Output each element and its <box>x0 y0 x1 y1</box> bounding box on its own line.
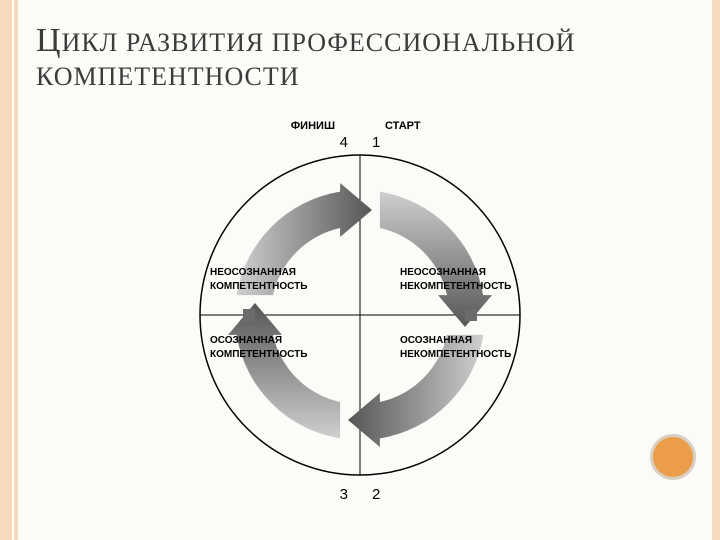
num-3: 3 <box>340 486 348 503</box>
title-line1-rest: ИКЛ РАЗВИТИЯ ПРОФЕССИОНАЛЬНОЙ <box>62 28 576 57</box>
q3-line1: ОСОЗНАННАЯ <box>210 335 282 346</box>
slide-title: ЦИКЛ РАЗВИТИЯ ПРОФЕССИОНАЛЬНОЙ КОМПЕТЕНТ… <box>36 22 575 92</box>
cycle-arrow-right <box>380 192 492 327</box>
q4-line2: КОМПЕТЕНТНОСТЬ <box>210 281 307 292</box>
q2-line2: НЕКОМПЕТЕНТНОСТЬ <box>400 349 511 360</box>
num-2: 2 <box>372 486 380 503</box>
slide-border-right <box>712 0 720 540</box>
slide-border-left-thin <box>14 0 18 540</box>
accent-circle <box>650 434 696 480</box>
marker-right <box>465 309 477 321</box>
q3-line2: КОМПЕТЕНТНОСТЬ <box>210 349 307 360</box>
title-capital: Ц <box>36 22 62 59</box>
q2-line1: ОСОЗНАННАЯ <box>400 335 472 346</box>
label-start: СТАРТ <box>385 120 421 132</box>
title-line2: КОМПЕТЕНТНОСТИ <box>36 62 575 92</box>
label-finish: ФИНИШ <box>291 120 335 132</box>
marker-left <box>243 309 255 321</box>
q1-line1: НЕОСОЗНАННАЯ <box>400 267 486 278</box>
q4-line1: НЕОСОЗНАННАЯ <box>210 267 296 278</box>
cycle-arrow-top <box>237 183 372 295</box>
num-4: 4 <box>340 134 348 151</box>
competence-cycle-diagram: ФИНИШ СТАРТ 4 1 3 2 НЕОСОЗНАННАЯ КОМПЕТЕ… <box>180 115 540 515</box>
slide-border-left-thick <box>0 0 12 540</box>
num-1: 1 <box>372 134 380 151</box>
cycle-arrow-left <box>228 303 340 438</box>
q1-line2: НЕКОМПЕТЕНТНОСТЬ <box>400 281 511 292</box>
